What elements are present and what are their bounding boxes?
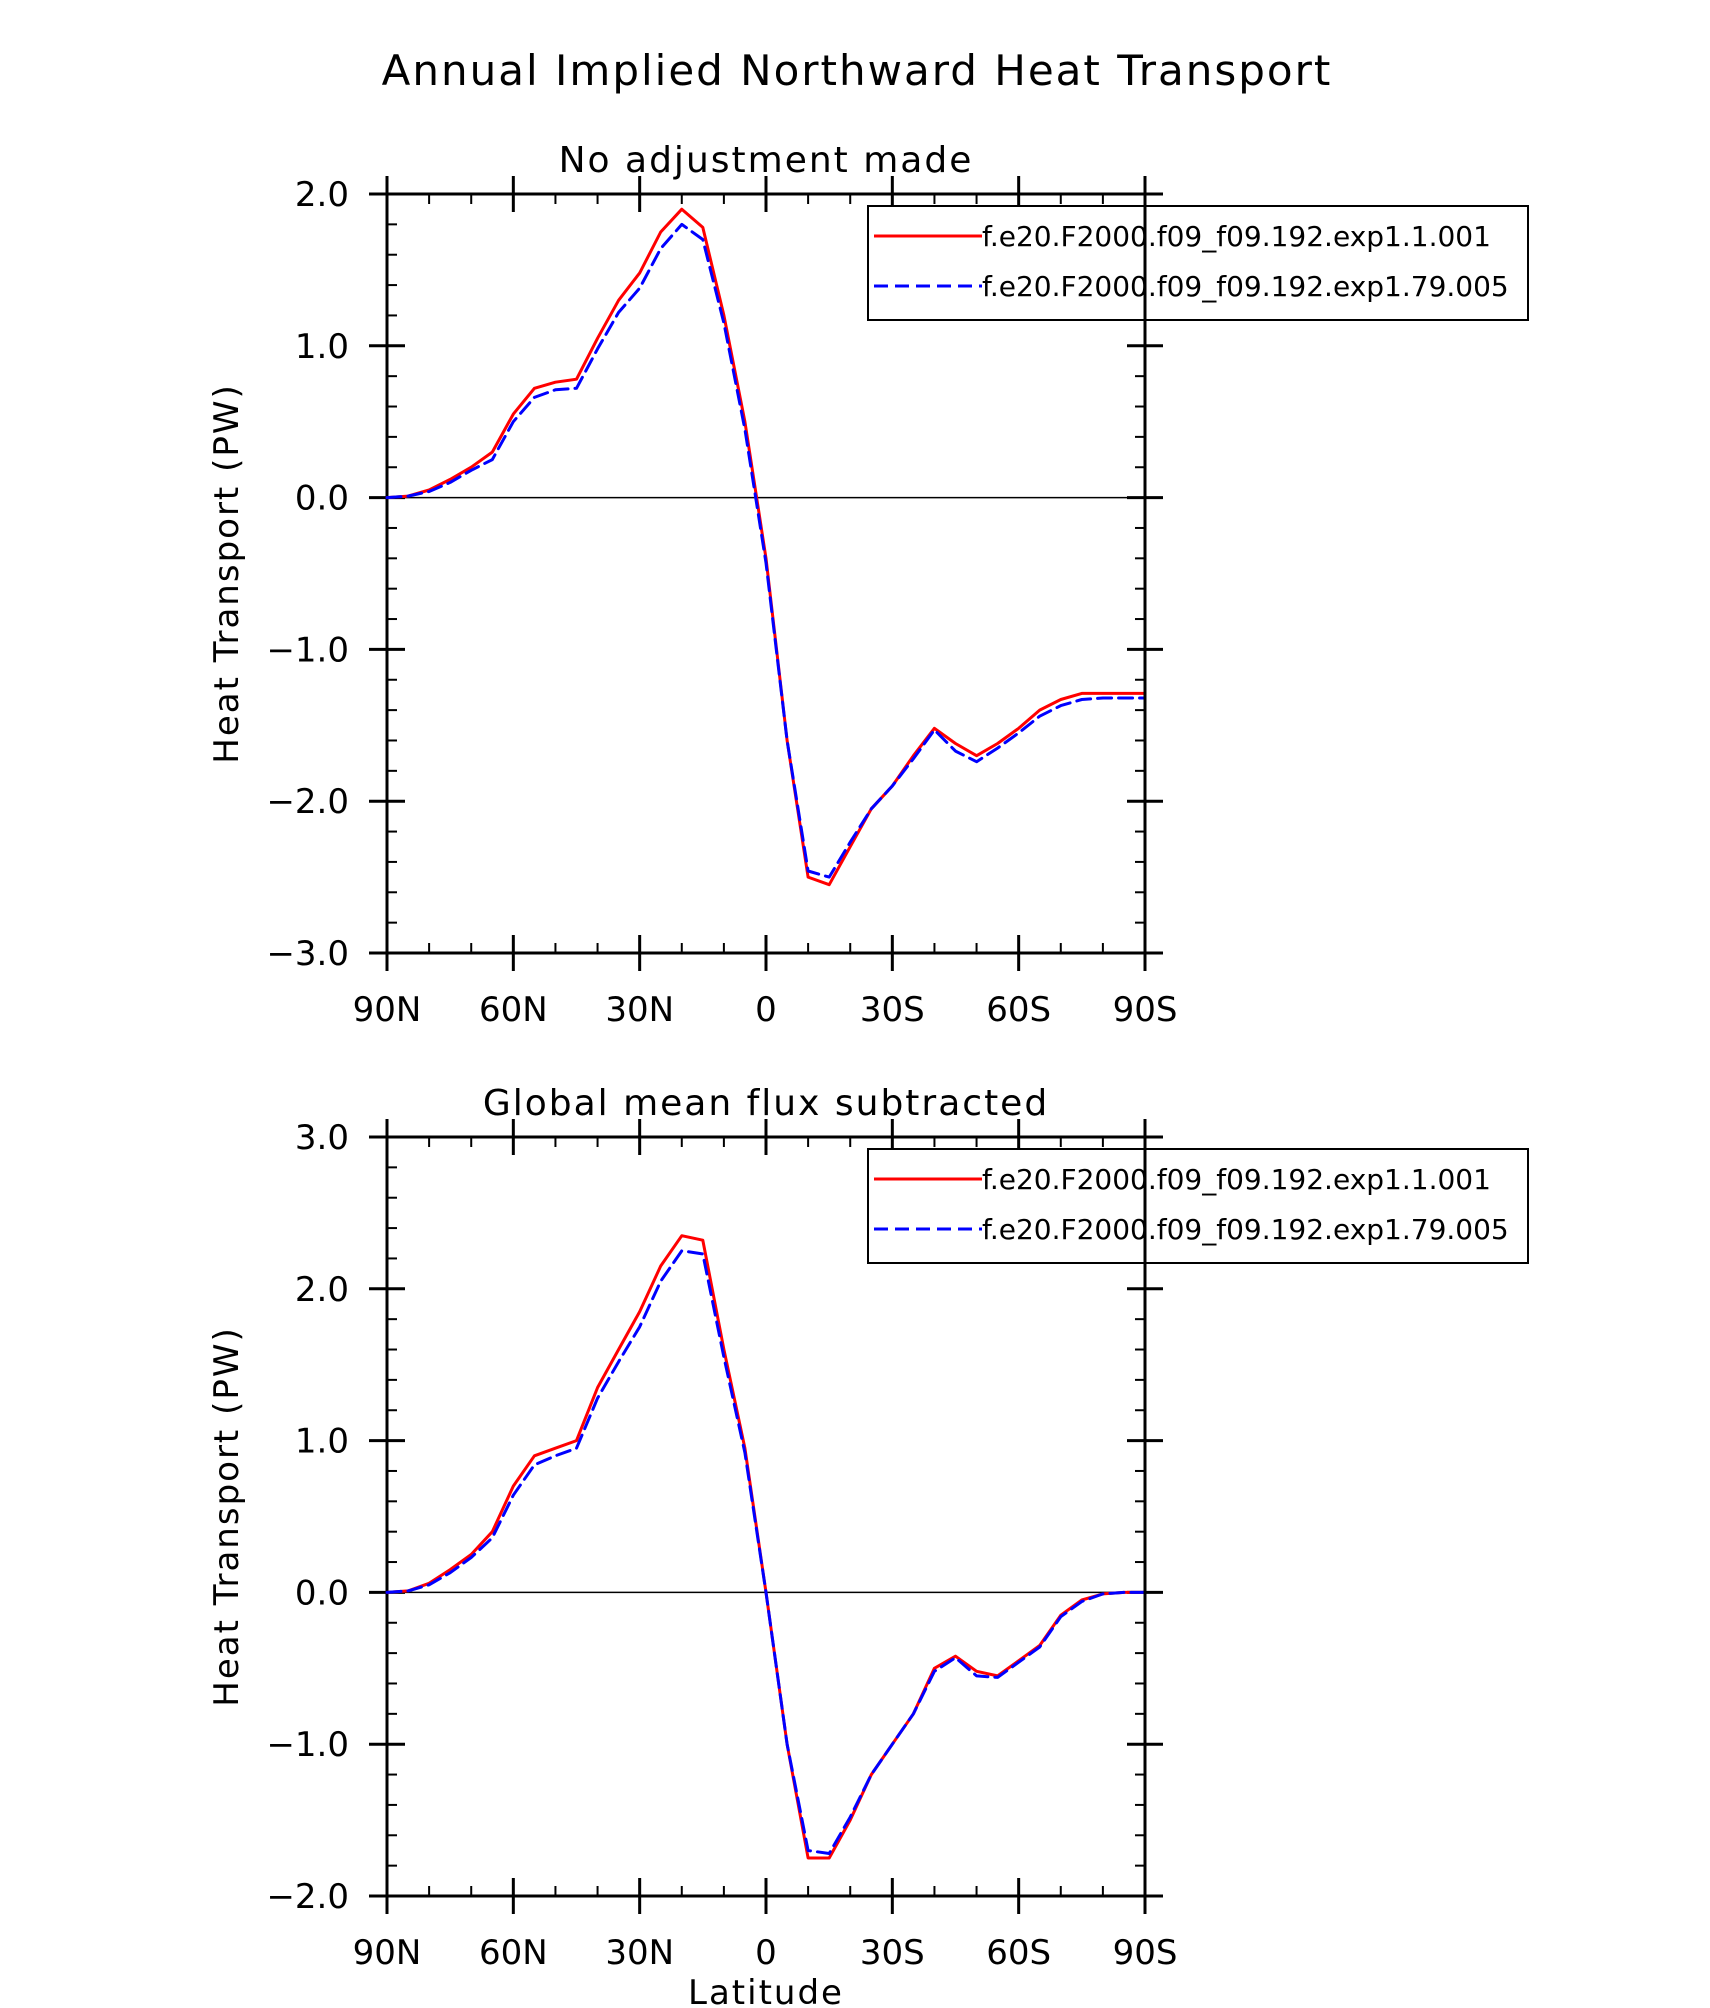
y-axis-label: Heat Transport (PW) <box>207 383 247 763</box>
x-tick-label: 30N <box>605 1933 674 1973</box>
x-tick-label: 90S <box>1113 990 1178 1030</box>
panel-title: Global mean flux subtracted <box>483 1083 1049 1124</box>
series-line-exp1-79-005 <box>385 1249 1147 1855</box>
series-line-exp1-79-005 <box>385 222 1147 879</box>
x-tick-label: 0 <box>755 990 777 1030</box>
x-axis: 90N 60N 30N 0 30S 60S 90S <box>353 1119 1178 1973</box>
panel-title: No adjustment made <box>559 140 974 181</box>
x-tick-label: 30N <box>605 990 674 1030</box>
x-axis-label: Latitude <box>688 1973 844 2008</box>
y-tick-label: 1.0 <box>295 1422 349 1462</box>
x-tick-label: 90S <box>1113 1933 1178 1973</box>
legend: f.e20.F2000.f09_f09.192.exp1.1.001 f.e20.… <box>867 1148 1529 1264</box>
y-axis-label: Heat Transport (PW) <box>207 1326 247 1706</box>
chart-panel-no-adjustment: No adjustment made2.01.00.0−1.0−2.0−3.09… <box>207 140 1529 1030</box>
figure-title: Annual Implied Northward Heat Transport <box>382 46 1333 95</box>
legend-box <box>867 1148 1529 1264</box>
y-tick-label: −2.0 <box>266 1877 349 1917</box>
y-tick-label: −3.0 <box>266 934 349 974</box>
x-axis: 90N 60N 30N 0 30S 60S 90S <box>353 176 1178 1030</box>
legend-label: f.e20.F2000.f09_f09.192.exp1.1.001 <box>982 220 1491 253</box>
x-tick-label: 60N <box>479 990 548 1030</box>
series-group <box>385 1234 1147 1860</box>
x-tick-label: 30S <box>860 1933 925 1973</box>
series-line-exp1-1-001 <box>385 1234 1147 1860</box>
x-tick-label: 60S <box>986 1933 1051 1973</box>
legend: f.e20.F2000.f09_f09.192.exp1.1.001 f.e20.… <box>867 205 1529 321</box>
x-tick-label: 0 <box>755 1933 777 1973</box>
legend-label: f.e20.F2000.f09_f09.192.exp1.79.005 <box>982 270 1509 303</box>
chart-panel-global-mean-subtracted: Global mean flux subtracted 3.0 2.0 1.0 0.0 −… <box>207 1083 1529 2008</box>
x-tick-label: 60S <box>986 990 1051 1030</box>
y-tick-label: 2.0 <box>295 1270 349 1310</box>
x-tick-label: 90N <box>353 1933 422 1973</box>
y-tick-label: −2.0 <box>266 782 349 822</box>
y-tick-label: −1.0 <box>266 630 349 670</box>
y-tick-label: 3.0 <box>295 1118 349 1158</box>
y-tick-label: −1.0 <box>266 1725 349 1765</box>
x-tick-label: 90N <box>353 990 422 1030</box>
y-tick-label: 0.0 <box>295 1573 349 1613</box>
series-group <box>385 207 1147 887</box>
y-tick-label: 2.0 <box>295 175 349 215</box>
y-axis: 3.0 2.0 1.0 0.0 −1.0 −2.0 <box>266 1118 1163 1917</box>
y-tick-label: 1.0 <box>295 327 349 367</box>
legend-label: f.e20.F2000.f09_f09.192.exp1.1.001 <box>982 1163 1491 1196</box>
y-tick-label: 0.0 <box>295 479 349 519</box>
legend-label: f.e20.F2000.f09_f09.192.exp1.79.005 <box>982 1213 1509 1246</box>
legend-box <box>867 205 1529 321</box>
x-tick-label: 30S <box>860 990 925 1030</box>
x-tick-label: 60N <box>479 1933 548 1973</box>
